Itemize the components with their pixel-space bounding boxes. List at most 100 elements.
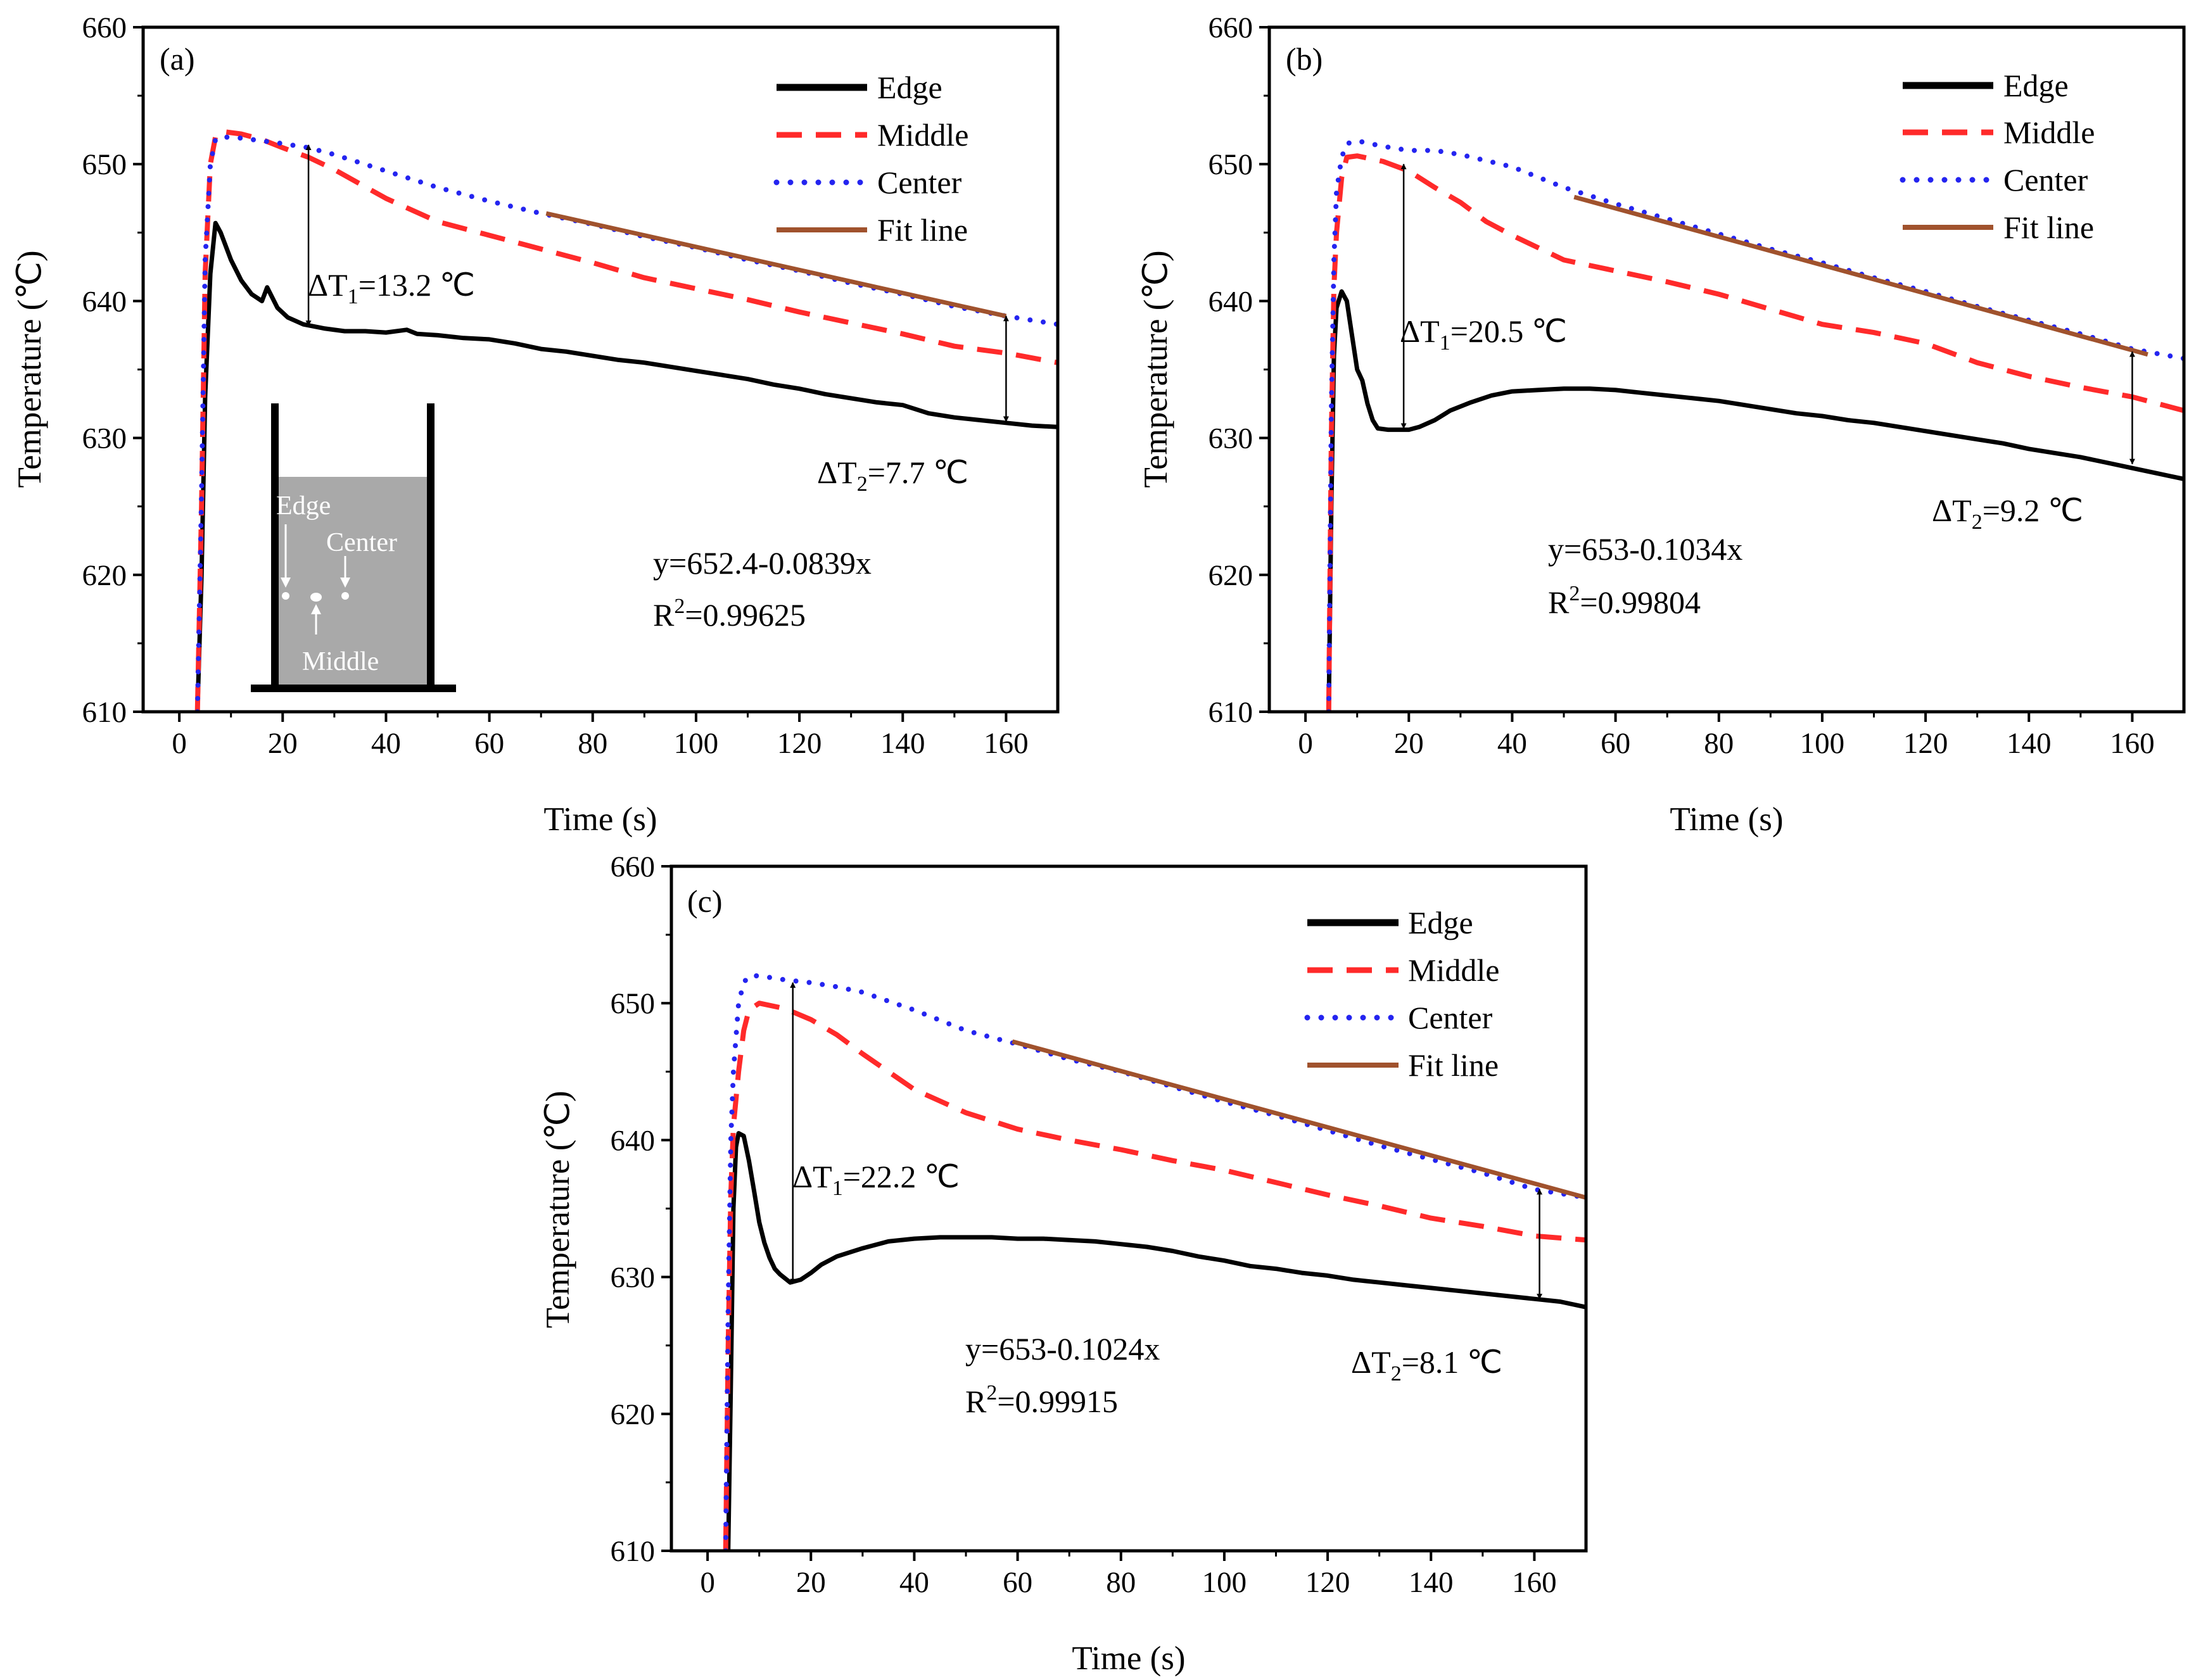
axis-ticks: 0 20 40 60 80 100 120 140 160 610 620 630 640 650 660 (1209, 11, 2155, 760)
delta-t2-label-base: ΔT (817, 455, 857, 490)
inset-center-label: Center (326, 528, 397, 557)
x-tick-label: 140 (880, 727, 925, 760)
y-axis-title: Temperature (℃) (11, 250, 48, 488)
y-tick-label: 650 (82, 148, 127, 181)
inset-middle-dot (310, 593, 322, 602)
r-squared-sup: 2 (1569, 582, 1580, 605)
y-tick-label: 620 (611, 1398, 656, 1431)
x-tick-label: 120 (777, 727, 822, 760)
y-axis-title: Temperature (℃) (1138, 250, 1174, 488)
y-tick-label: 630 (82, 422, 127, 455)
legend-label-edge: Edge (1408, 905, 1473, 940)
inset-center-arrowhead (340, 578, 350, 588)
x-tick-label: 80 (1704, 727, 1734, 760)
x-tick-label: 140 (2007, 727, 2052, 760)
delta-t2-label-rest: =8.1 ℃ (1402, 1344, 1502, 1380)
panel-a: 0 20 40 60 80 100 120 140 160610620630640650660 … (11, 11, 1060, 838)
panel-label: (b) (1286, 41, 1323, 77)
x-tick-label: 80 (1106, 1566, 1136, 1599)
delta-t2-label-base: ΔT (1351, 1344, 1391, 1380)
x-tick-label: 0 (700, 1566, 715, 1599)
difference-arrows (305, 144, 1009, 422)
delta-t2-label-rest: =7.7 ℃ (868, 455, 968, 490)
legend: Edge Middle Center Fit line (1900, 68, 2095, 245)
r-squared: R2=0.99625 (653, 595, 806, 633)
delta-t1-label-sub: 1 (1440, 331, 1450, 355)
series-line-center (723, 973, 1586, 1551)
delta-t1-label-rest: =20.5 ℃ (1450, 313, 1567, 349)
panel-b: 0 20 40 60 80 100 120 140 160610620630640650660 … (1138, 11, 2186, 838)
legend-label-center: Center (2003, 162, 2088, 198)
difference-arrows (1400, 163, 2135, 465)
y-tick-label: 640 (611, 1124, 656, 1157)
series-line-fit-line (1573, 194, 2148, 357)
x-tick-label: 100 (1800, 727, 1845, 760)
delta-t1-label: ΔT1=13.2 ℃ (308, 267, 475, 308)
delta-t2-label-sub: 2 (857, 472, 868, 496)
x-axis-title: Time (s) (1670, 801, 1783, 838)
series-line-middle (723, 1001, 1586, 1551)
y-tick-label: 660 (611, 850, 656, 883)
legend-label-fit: Fit line (1408, 1047, 1499, 1083)
series-layer (1326, 138, 2184, 712)
delta-t1-label: ΔT1=22.2 ℃ (792, 1159, 960, 1200)
panel-label: (c) (687, 883, 723, 919)
legend-label-fit: Fit line (877, 212, 968, 248)
y-tick-label: 640 (82, 285, 127, 318)
y-tick-label: 640 (1209, 285, 1253, 318)
x-tick-label: 20 (796, 1566, 826, 1599)
series-line-edge (195, 220, 1058, 712)
x-tick-label: 40 (371, 727, 401, 760)
legend: Edge Middle Center Fit line (1304, 905, 1499, 1083)
inset-middle-label: Middle (302, 647, 379, 676)
series-layer (723, 973, 1586, 1551)
delta-t1-label-base: ΔT (1400, 313, 1440, 349)
y-tick-label: 610 (82, 696, 127, 729)
r-squared-rest: =0.99625 (685, 597, 806, 633)
x-tick-label: 100 (674, 727, 719, 760)
inset-edge-dot (282, 592, 289, 600)
y-tick-label: 650 (611, 987, 656, 1020)
delta-t1-label-sub: 1 (832, 1177, 843, 1200)
delta-t2-label-sub: 2 (1391, 1362, 1402, 1386)
series-line-fit-line (545, 211, 1007, 319)
y-tick-label: 650 (1209, 148, 1253, 181)
delta-t1-label-sub: 1 (348, 285, 358, 308)
r-squared-base: R (653, 597, 675, 633)
series-line-edge (726, 1131, 1586, 1551)
legend-label-middle: Middle (2003, 115, 2095, 150)
x-tick-label: 160 (1512, 1566, 1557, 1599)
axis-ticks: 0 20 40 60 80 100 120 140 160 610 620 630 640 650 660 (82, 11, 1029, 760)
fit-equation: y=652.4-0.0839x (653, 545, 872, 581)
plot-frame (669, 864, 1588, 1553)
x-tick-label: 160 (984, 727, 1029, 760)
fit-equation: y=653-0.1034x (1548, 531, 1742, 567)
x-tick-label: 40 (899, 1566, 929, 1599)
panel-label: (a) (160, 41, 195, 77)
series-line-middle (1326, 153, 2184, 712)
delta-t1-label-rest: =13.2 ℃ (358, 267, 475, 303)
inset-center-dot (341, 592, 349, 600)
series-line-edge (1326, 289, 2184, 712)
y-tick-label: 610 (1209, 696, 1253, 729)
series-line-fit-line (1012, 1039, 1586, 1200)
legend: Edge Middle Center Fit line (773, 70, 968, 248)
x-axis-title: Time (s) (543, 801, 657, 838)
x-tick-label: 140 (1409, 1566, 1454, 1599)
delta-t2-label: ΔT2=7.7 ℃ (817, 455, 968, 496)
x-tick-label: 60 (1003, 1566, 1032, 1599)
delta-t2-label-sub: 2 (1972, 510, 1983, 534)
y-tick-label: 610 (611, 1535, 656, 1568)
inset-melt (276, 477, 429, 686)
inset-edge-label: Edge (276, 491, 331, 521)
legend-label-edge: Edge (2003, 68, 2069, 103)
y-tick-label: 630 (611, 1261, 656, 1294)
x-tick-label: 20 (268, 727, 298, 760)
legend-label-center: Center (877, 165, 962, 200)
r-squared-rest: =0.99915 (997, 1384, 1118, 1419)
legend-label-center: Center (1408, 1000, 1493, 1035)
r-squared: R2=0.99915 (965, 1381, 1118, 1419)
difference-arrows (790, 982, 1543, 1300)
y-tick-label: 660 (1209, 11, 1253, 44)
delta-t1-label-base: ΔT (792, 1159, 832, 1194)
